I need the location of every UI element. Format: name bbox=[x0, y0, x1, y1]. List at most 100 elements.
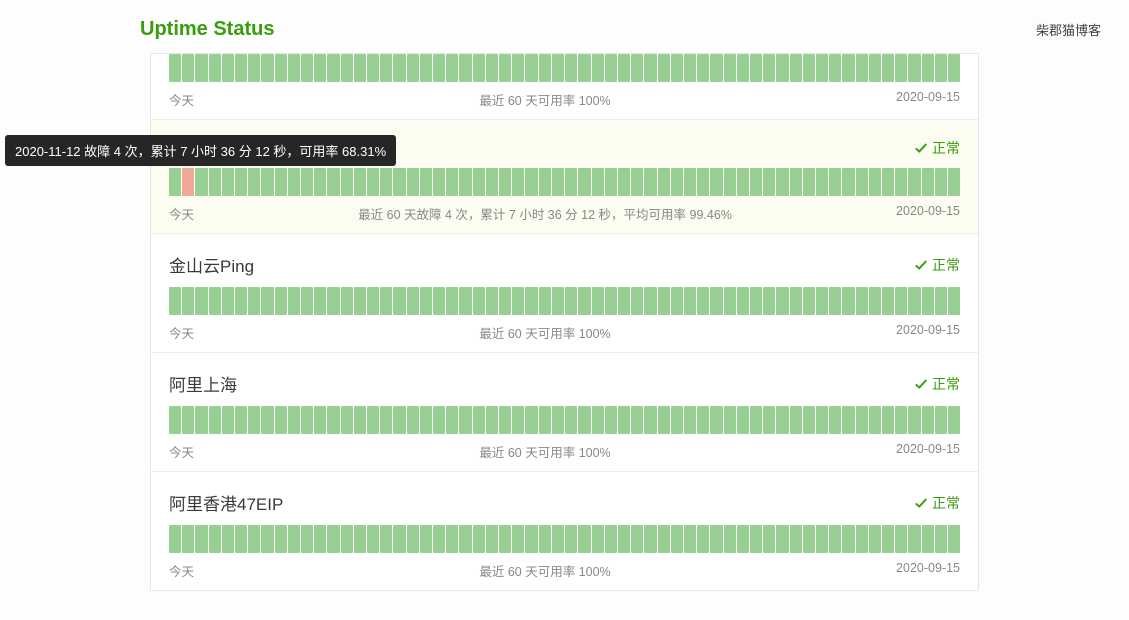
uptime-day-cell[interactable] bbox=[314, 525, 326, 553]
uptime-day-cell[interactable] bbox=[195, 54, 207, 82]
uptime-day-cell[interactable] bbox=[407, 287, 419, 315]
uptime-day-cell[interactable] bbox=[195, 525, 207, 553]
uptime-day-cell[interactable] bbox=[235, 406, 247, 434]
uptime-day-cell[interactable] bbox=[209, 525, 221, 553]
uptime-day-cell[interactable] bbox=[658, 54, 670, 82]
uptime-day-cell[interactable] bbox=[314, 406, 326, 434]
uptime-day-cell[interactable] bbox=[935, 287, 947, 315]
uptime-day-cell[interactable] bbox=[235, 168, 247, 196]
uptime-day-cell[interactable] bbox=[367, 406, 379, 434]
uptime-day-cell[interactable] bbox=[275, 525, 287, 553]
uptime-day-cell[interactable] bbox=[248, 287, 260, 315]
uptime-day-cell[interactable] bbox=[499, 54, 511, 82]
uptime-day-cell[interactable] bbox=[486, 406, 498, 434]
uptime-day-cell[interactable] bbox=[459, 406, 471, 434]
uptime-day-cell[interactable] bbox=[948, 287, 960, 315]
uptime-day-cell[interactable] bbox=[790, 168, 802, 196]
uptime-day-cell[interactable] bbox=[697, 287, 709, 315]
uptime-day-cell[interactable] bbox=[684, 54, 696, 82]
uptime-day-cell[interactable] bbox=[341, 168, 353, 196]
uptime-day-cell[interactable] bbox=[684, 525, 696, 553]
uptime-day-cell[interactable] bbox=[499, 406, 511, 434]
uptime-day-cell[interactable] bbox=[539, 168, 551, 196]
uptime-day-cell[interactable] bbox=[803, 287, 815, 315]
uptime-day-cell[interactable] bbox=[235, 54, 247, 82]
uptime-day-cell[interactable] bbox=[499, 525, 511, 553]
uptime-day-cell[interactable] bbox=[420, 525, 432, 553]
uptime-day-cell[interactable] bbox=[446, 525, 458, 553]
uptime-day-cell[interactable] bbox=[895, 525, 907, 553]
uptime-day-cell[interactable] bbox=[354, 406, 366, 434]
uptime-day-cell[interactable] bbox=[473, 168, 485, 196]
uptime-day-cell[interactable] bbox=[671, 525, 683, 553]
uptime-day-cell[interactable] bbox=[486, 54, 498, 82]
uptime-day-cell[interactable] bbox=[829, 54, 841, 82]
uptime-day-cell[interactable] bbox=[592, 525, 604, 553]
uptime-day-cell[interactable] bbox=[922, 525, 934, 553]
uptime-day-cell[interactable] bbox=[222, 287, 234, 315]
uptime-day-cell[interactable] bbox=[367, 525, 379, 553]
uptime-day-cell[interactable] bbox=[459, 168, 471, 196]
uptime-day-cell[interactable] bbox=[803, 168, 815, 196]
uptime-day-cell[interactable] bbox=[552, 287, 564, 315]
uptime-day-cell[interactable] bbox=[301, 525, 313, 553]
brand-title[interactable]: Uptime Status bbox=[140, 18, 274, 41]
uptime-day-cell[interactable] bbox=[222, 525, 234, 553]
uptime-day-cell[interactable] bbox=[776, 406, 788, 434]
uptime-day-cell[interactable] bbox=[882, 54, 894, 82]
uptime-day-cell[interactable] bbox=[829, 406, 841, 434]
uptime-day-cell[interactable] bbox=[737, 287, 749, 315]
uptime-day-cell[interactable] bbox=[592, 54, 604, 82]
uptime-day-cell[interactable] bbox=[261, 168, 273, 196]
uptime-day-cell[interactable] bbox=[882, 168, 894, 196]
uptime-day-cell[interactable] bbox=[684, 406, 696, 434]
uptime-day-cell[interactable] bbox=[644, 168, 656, 196]
uptime-day-cell[interactable] bbox=[724, 406, 736, 434]
uptime-day-cell[interactable] bbox=[948, 406, 960, 434]
uptime-day-cell[interactable] bbox=[459, 287, 471, 315]
uptime-day-cell[interactable] bbox=[169, 287, 181, 315]
uptime-day-cell[interactable] bbox=[354, 525, 366, 553]
uptime-day-cell[interactable] bbox=[605, 168, 617, 196]
uptime-day-cell[interactable] bbox=[922, 168, 934, 196]
uptime-day-cell[interactable] bbox=[869, 168, 881, 196]
uptime-day-cell[interactable] bbox=[578, 406, 590, 434]
uptime-day-cell[interactable] bbox=[671, 287, 683, 315]
uptime-day-cell[interactable] bbox=[552, 406, 564, 434]
uptime-day-cell[interactable] bbox=[222, 168, 234, 196]
uptime-day-cell[interactable] bbox=[209, 54, 221, 82]
uptime-day-cell[interactable] bbox=[790, 525, 802, 553]
uptime-day-cell[interactable] bbox=[486, 287, 498, 315]
uptime-day-cell[interactable] bbox=[380, 287, 392, 315]
uptime-day-cell[interactable] bbox=[908, 168, 920, 196]
uptime-day-cell[interactable] bbox=[169, 54, 181, 82]
uptime-day-cell[interactable] bbox=[327, 54, 339, 82]
uptime-day-cell[interactable] bbox=[525, 525, 537, 553]
uptime-day-cell[interactable] bbox=[671, 54, 683, 82]
uptime-day-cell[interactable] bbox=[856, 406, 868, 434]
uptime-day-cell[interactable] bbox=[644, 406, 656, 434]
uptime-day-cell[interactable] bbox=[816, 168, 828, 196]
uptime-day-cell[interactable] bbox=[301, 406, 313, 434]
uptime-day-cell[interactable] bbox=[552, 525, 564, 553]
uptime-day-cell[interactable] bbox=[182, 406, 194, 434]
uptime-day-cell[interactable] bbox=[407, 525, 419, 553]
uptime-day-cell[interactable] bbox=[275, 406, 287, 434]
uptime-day-cell[interactable] bbox=[592, 287, 604, 315]
nav-link-blog[interactable]: 柴郡猫博客 bbox=[1036, 20, 1101, 39]
uptime-day-cell[interactable] bbox=[869, 54, 881, 82]
uptime-day-cell[interactable] bbox=[420, 54, 432, 82]
uptime-day-cell[interactable] bbox=[882, 406, 894, 434]
uptime-day-cell[interactable] bbox=[248, 54, 260, 82]
uptime-day-cell[interactable] bbox=[671, 406, 683, 434]
uptime-day-cell[interactable] bbox=[327, 525, 339, 553]
uptime-day-cell[interactable] bbox=[486, 525, 498, 553]
uptime-day-cell[interactable] bbox=[895, 168, 907, 196]
uptime-day-cell[interactable] bbox=[341, 406, 353, 434]
uptime-day-cell[interactable] bbox=[776, 525, 788, 553]
uptime-day-cell[interactable] bbox=[948, 525, 960, 553]
uptime-day-cell[interactable] bbox=[248, 525, 260, 553]
uptime-day-cell[interactable] bbox=[393, 168, 405, 196]
uptime-day-cell[interactable] bbox=[737, 168, 749, 196]
uptime-day-cell[interactable] bbox=[288, 287, 300, 315]
